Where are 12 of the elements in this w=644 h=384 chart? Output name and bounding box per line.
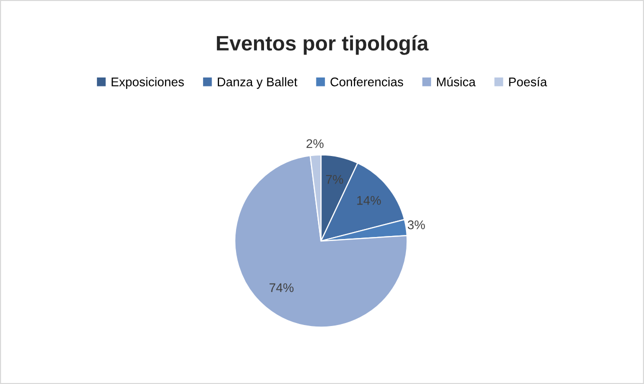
- legend-label: Conferencias: [330, 77, 404, 86]
- legend-label: Música: [437, 77, 476, 86]
- legend-label: Exposiciones: [112, 77, 184, 89]
- data-label: 2%: [306, 139, 324, 148]
- chart-title: Eventos por tipología: [216, 35, 429, 55]
- data-label: 7%: [326, 175, 344, 184]
- data-label: 74%: [270, 283, 294, 292]
- data-label: 14%: [357, 196, 381, 205]
- legend-label: Poesía: [509, 77, 548, 86]
- pie-slice: [234, 154, 408, 328]
- legend-label: Danza y Ballet: [218, 77, 298, 89]
- data-label: 3%: [408, 220, 425, 230]
